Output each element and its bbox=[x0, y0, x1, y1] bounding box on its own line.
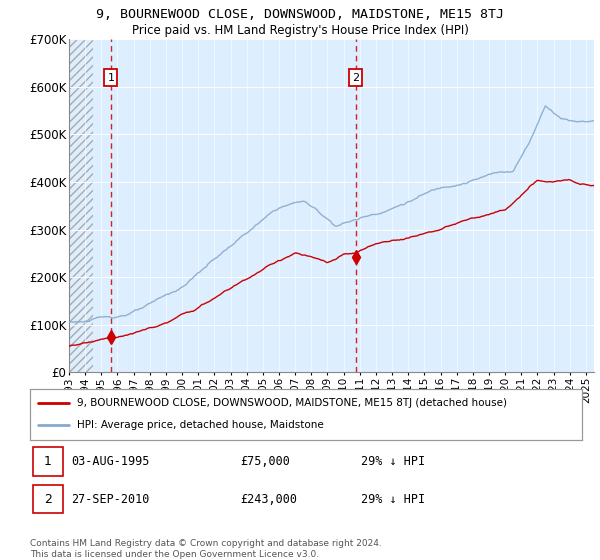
Text: 03-AUG-1995: 03-AUG-1995 bbox=[71, 455, 150, 468]
Text: £243,000: £243,000 bbox=[240, 493, 297, 506]
Text: 27-SEP-2010: 27-SEP-2010 bbox=[71, 493, 150, 506]
Text: 29% ↓ HPI: 29% ↓ HPI bbox=[361, 493, 425, 506]
Text: Price paid vs. HM Land Registry's House Price Index (HPI): Price paid vs. HM Land Registry's House … bbox=[131, 24, 469, 36]
Bar bbox=[69, 39, 93, 372]
Text: 29% ↓ HPI: 29% ↓ HPI bbox=[361, 455, 425, 468]
Text: £75,000: £75,000 bbox=[240, 455, 290, 468]
Text: Contains HM Land Registry data © Crown copyright and database right 2024.
This d: Contains HM Land Registry data © Crown c… bbox=[30, 539, 382, 559]
Bar bbox=[33, 485, 63, 514]
Text: 1: 1 bbox=[44, 455, 52, 468]
Text: 9, BOURNEWOOD CLOSE, DOWNSWOOD, MAIDSTONE, ME15 8TJ (detached house): 9, BOURNEWOOD CLOSE, DOWNSWOOD, MAIDSTON… bbox=[77, 398, 507, 408]
Text: HPI: Average price, detached house, Maidstone: HPI: Average price, detached house, Maid… bbox=[77, 421, 323, 431]
Text: 9, BOURNEWOOD CLOSE, DOWNSWOOD, MAIDSTONE, ME15 8TJ: 9, BOURNEWOOD CLOSE, DOWNSWOOD, MAIDSTON… bbox=[96, 8, 504, 21]
Bar bbox=[33, 447, 63, 475]
Text: 2: 2 bbox=[352, 72, 359, 82]
Text: 2: 2 bbox=[44, 493, 52, 506]
Text: 1: 1 bbox=[107, 72, 115, 82]
